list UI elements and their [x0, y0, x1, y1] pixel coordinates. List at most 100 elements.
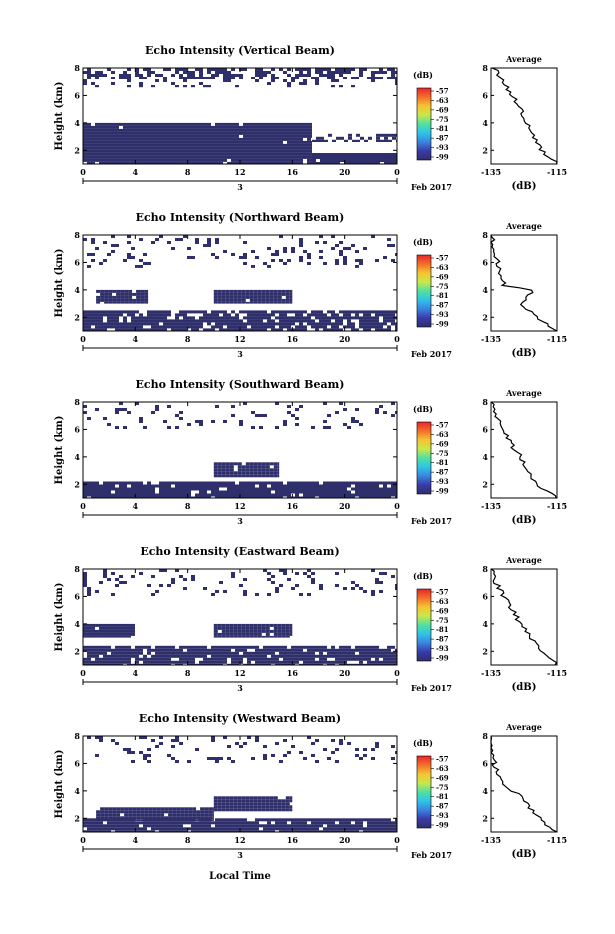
y-tick-label: 8	[74, 564, 80, 574]
echo-cell	[295, 490, 299, 494]
echo-cell	[371, 648, 375, 652]
echo-cell	[115, 322, 119, 326]
echo-cell	[227, 140, 231, 144]
echo-cell	[291, 149, 295, 153]
echo-cell	[207, 313, 211, 317]
echo-cell	[384, 153, 388, 156]
echo-cell	[367, 654, 371, 658]
echo-cell	[91, 161, 95, 164]
echo-cell	[215, 821, 219, 825]
echo-cell	[115, 244, 119, 247]
avg-y-tick-label: 6	[482, 424, 488, 434]
echo-cell	[233, 796, 238, 800]
echo-cell	[95, 629, 99, 633]
echo-cell	[235, 328, 239, 331]
echo-cell	[99, 645, 103, 649]
echo-cell	[247, 137, 251, 141]
echo-cell	[359, 654, 363, 658]
average-profile-line	[490, 401, 557, 499]
echo-cell	[231, 128, 235, 132]
echo-cell	[227, 487, 231, 491]
echo-cell	[267, 651, 271, 655]
echo-cell	[239, 322, 243, 326]
echo-cell	[388, 139, 392, 142]
echo-cell	[159, 313, 163, 317]
echo-cell	[223, 68, 227, 71]
echo-cell	[95, 155, 99, 159]
echo-cell	[319, 824, 323, 828]
echo-cell	[159, 490, 163, 494]
echo-cell	[235, 319, 239, 323]
echo-cell	[231, 660, 235, 664]
echo-cell	[91, 149, 95, 153]
echo-cell	[211, 757, 215, 760]
echo-cell	[215, 590, 219, 593]
echo-cell	[159, 496, 163, 498]
colorbar-unit: (dB)	[413, 404, 433, 414]
echo-cell	[339, 250, 343, 253]
echo-cell	[307, 131, 311, 135]
echo-cell	[243, 146, 247, 150]
echo-cell	[351, 85, 355, 88]
echo-cell	[167, 426, 171, 429]
echo-cell	[131, 654, 135, 658]
echo-cell	[307, 645, 311, 649]
echo-cell	[391, 663, 395, 665]
echo-cell	[343, 818, 347, 822]
echo-cell	[107, 626, 111, 630]
echo-cell	[83, 131, 87, 135]
echo-cell	[320, 153, 324, 156]
echo-cell	[359, 68, 363, 71]
echo-cell	[273, 635, 278, 638]
echo-cell	[249, 623, 254, 627]
echo-cell	[231, 821, 235, 825]
echo-cell	[335, 657, 339, 661]
echo-cell	[167, 654, 171, 658]
echo-cell	[257, 799, 262, 803]
echo-cell	[371, 325, 375, 329]
echo-cell	[184, 807, 189, 811]
echo-cell	[96, 289, 101, 293]
echo-cell	[123, 632, 127, 636]
echo-cell	[263, 137, 267, 141]
echo-cell	[255, 79, 259, 82]
echo-cell	[159, 310, 163, 314]
echo-cell	[120, 810, 125, 814]
echo-cell	[343, 423, 347, 426]
echo-cell	[380, 156, 384, 159]
echo-cell	[135, 493, 139, 497]
echo-cell	[237, 298, 242, 302]
echo-cell	[91, 134, 95, 138]
x-tick-label: 12	[234, 668, 245, 678]
echo-cell	[83, 493, 87, 497]
echo-cell	[239, 481, 243, 485]
echo-cell	[91, 645, 95, 649]
echo-cell	[319, 648, 323, 652]
echo-cell	[279, 68, 283, 71]
echo-cell	[287, 490, 291, 494]
echo-cell	[219, 824, 223, 828]
echo-cell	[285, 626, 290, 630]
echo-cell	[247, 663, 251, 665]
echo-cell	[319, 830, 323, 832]
echo-cell	[355, 487, 359, 491]
echo-cell	[281, 292, 286, 296]
echo-cell	[319, 651, 323, 655]
echo-cell	[251, 487, 255, 491]
echo-cell	[271, 128, 275, 132]
echo-cell	[213, 468, 218, 472]
echo-cell	[187, 322, 191, 326]
echo-cell	[287, 85, 291, 88]
echo-cell	[139, 128, 143, 132]
avg-y-tick-label: 4	[482, 118, 488, 128]
echo-cell	[147, 493, 151, 497]
echo-cell	[379, 827, 383, 831]
echo-cell	[204, 816, 209, 820]
echo-cell	[211, 645, 215, 649]
echo-cell	[135, 310, 139, 314]
echo-cell	[371, 481, 375, 485]
echo-cell	[225, 626, 230, 630]
echo-cell	[135, 158, 139, 162]
echo-cell	[239, 493, 243, 497]
echo-cell	[327, 824, 331, 828]
